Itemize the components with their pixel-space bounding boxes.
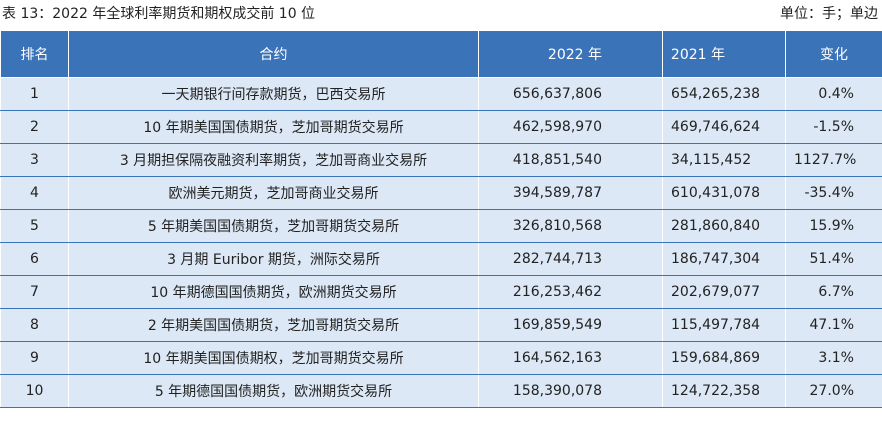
table-cell: 654,265,238 [662,77,786,111]
table-cell: 6.7% [785,275,882,309]
header-cell: 合约 [68,30,479,78]
table-row: 9 10 年期美国国债期权，芝加哥期货交易所 164,562,163 159,684,… [0,341,882,375]
table-cell: 282,744,713 [478,242,663,276]
table-body: 1 一天期银行间存款期货，巴西交易所 656,637,806 654,265,238 0… [0,77,882,408]
table-cell: 7 [0,275,69,309]
table-cell: 10 [0,374,69,408]
table-cell: 2 年期美国国债期货，芝加哥期货交易所 [68,308,479,342]
table-cell: 欧洲美元期货，芝加哥商业交易所 [68,176,479,210]
table-cell: 3 月期 Euribor 期货，洲际交易所 [68,242,479,276]
table-cell: 10 年期美国国债期货，芝加哥期货交易所 [68,110,479,144]
header-cell: 变化 [785,30,882,78]
table-cell: 159,684,869 [662,341,786,375]
table-cell: 115,497,784 [662,308,786,342]
table-cell: 610,431,078 [662,176,786,210]
table-row: 7 10 年期德国国债期货，欧洲期货交易所 216,253,462 202,679,0… [0,275,882,309]
table-cell: 5 [0,209,69,243]
table-cell: 15.9% [785,209,882,243]
table-cell: 0.4% [785,77,882,111]
table-cell: 3.1% [785,341,882,375]
table-cell: 10 年期德国国债期货，欧洲期货交易所 [68,275,479,309]
header-row: 排名 合约 2022 年 2021 年变化 [0,30,882,78]
table-cell: 1 [0,77,69,111]
ranking-table: 排名 合约 2022 年 2021 年变化 1 一天期银行间存款期货，巴西交易所 656,… [0,30,882,408]
table-cell: 656,637,806 [478,77,663,111]
unit-note: 单位：手；单边 [780,6,878,22]
header-cell: 2021 年 [662,30,786,78]
table-cell: 469,746,624 [662,110,786,144]
table-cell: 158,390,078 [478,374,663,408]
table-row: 1 一天期银行间存款期货，巴西交易所 656,637,806 654,265,238 0… [0,77,882,111]
table-cell: 3 月期担保隔夜融资利率期货，芝加哥商业交易所 [68,143,479,177]
table-cell: 1127.7% [785,143,882,177]
header-cell: 2022 年 [478,30,663,78]
table-caption: 表 13：2022 年全球利率期货和期权成交前 10 位 [2,6,316,22]
table-cell: 164,562,163 [478,341,663,375]
table-cell: 418,851,540 [478,143,663,177]
table-cell: 124,722,358 [662,374,786,408]
table-cell: 202,679,077 [662,275,786,309]
table-cell: 186,747,304 [662,242,786,276]
table-cell: 462,598,970 [478,110,663,144]
table-cell: 5 年期美国国债期货，芝加哥期货交易所 [68,209,479,243]
table-cell: 216,253,462 [478,275,663,309]
table-cell: 一天期银行间存款期货，巴西交易所 [68,77,479,111]
table-cell: 394,589,787 [478,176,663,210]
table-row: 10 5 年期德国国债期货，欧洲期货交易所 158,390,078 124,722,3… [0,374,882,408]
table-cell: 27.0% [785,374,882,408]
table-cell: 5 年期德国国债期货，欧洲期货交易所 [68,374,479,408]
table-cell: 47.1% [785,308,882,342]
table-cell: 51.4% [785,242,882,276]
table-row: 2 10 年期美国国债期货，芝加哥期货交易所 462,598,970 469,746,… [0,110,882,144]
table-cell: 6 [0,242,69,276]
header-cell: 排名 [0,30,69,78]
table-cell: 2 [0,110,69,144]
table-cell: 34,115,452 [662,143,786,177]
table-row: 4 欧洲美元期货，芝加哥商业交易所 394,589,787 610,431,078 -3… [0,176,882,210]
table-cell: 4 [0,176,69,210]
table-cell: 326,810,568 [478,209,663,243]
table-cell: -1.5% [785,110,882,144]
table-cell: 10 年期美国国债期权，芝加哥期货交易所 [68,341,479,375]
table-cell: 3 [0,143,69,177]
table-cell: -35.4% [785,176,882,210]
table-cell: 169,859,549 [478,308,663,342]
table-cell: 281,860,840 [662,209,786,243]
table-cell: 8 [0,308,69,342]
table-cell: 9 [0,341,69,375]
